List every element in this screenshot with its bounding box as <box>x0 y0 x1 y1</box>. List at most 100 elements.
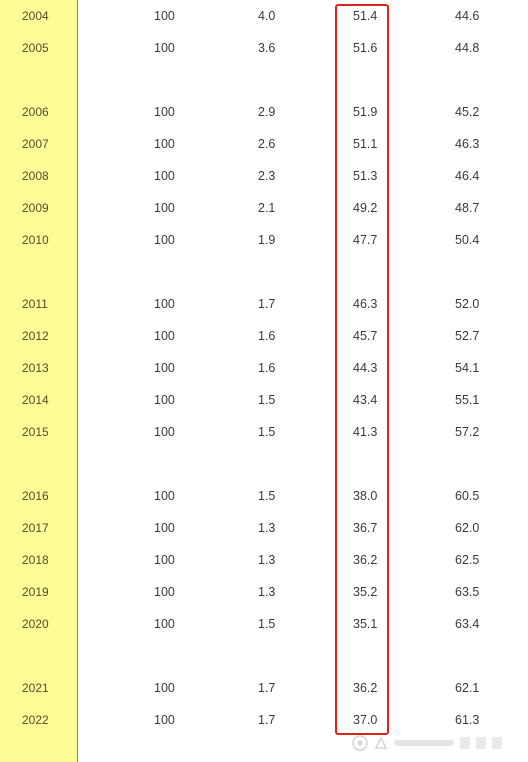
table-row: 2016 100 1.5 38.0 60.5 <box>0 482 528 514</box>
year-cell: 2015 <box>22 425 49 439</box>
table-row: 2006 100 2.9 51.9 45.2 <box>0 98 528 130</box>
value-cell-b: 4.0 <box>258 9 276 23</box>
value-cell-b: 2.1 <box>258 201 276 215</box>
value-cell-c: 43.4 <box>353 393 378 407</box>
value-cell-c: 41.3 <box>353 425 378 439</box>
value-cell-c: 51.4 <box>353 9 378 23</box>
year-cell: 2013 <box>22 361 49 375</box>
value-cell-d: 46.3 <box>455 137 480 151</box>
table-row: 2015 100 1.5 41.3 57.2 <box>0 418 528 450</box>
table-row: 2022 100 1.7 37.0 61.3 <box>0 706 528 738</box>
year-cell: 2018 <box>22 553 49 567</box>
value-cell-c: 51.6 <box>353 41 378 55</box>
value-cell-a: 100 <box>154 425 175 439</box>
value-cell-a: 100 <box>154 329 175 343</box>
table-row: 2009 100 2.1 49.2 48.7 <box>0 194 528 226</box>
value-cell-d: 52.0 <box>455 297 480 311</box>
value-cell-c: 47.7 <box>353 233 378 247</box>
table-row: 2021 100 1.7 36.2 62.1 <box>0 674 528 706</box>
table-row: 2017 100 1.3 36.7 62.0 <box>0 514 528 546</box>
watermark-icon <box>352 735 502 751</box>
value-cell-a: 100 <box>154 105 175 119</box>
value-cell-a: 100 <box>154 361 175 375</box>
value-cell-b: 1.7 <box>258 297 276 311</box>
table-row: 2013 100 1.6 44.3 54.1 <box>0 354 528 386</box>
table-row: 2018 100 1.3 36.2 62.5 <box>0 546 528 578</box>
table-row: 2012 100 1.6 45.7 52.7 <box>0 322 528 354</box>
value-cell-a: 100 <box>154 9 175 23</box>
value-cell-b: 2.3 <box>258 169 276 183</box>
value-cell-b: 2.9 <box>258 105 276 119</box>
year-cell: 2005 <box>22 41 49 55</box>
value-cell-d: 48.7 <box>455 201 480 215</box>
value-cell-b: 1.3 <box>258 585 276 599</box>
value-cell-d: 61.3 <box>455 713 480 727</box>
table-row: 2004 100 4.0 51.4 44.6 <box>0 2 528 34</box>
value-cell-d: 57.2 <box>455 425 480 439</box>
value-cell-d: 46.4 <box>455 169 480 183</box>
year-cell: 2019 <box>22 585 49 599</box>
value-cell-a: 100 <box>154 713 175 727</box>
value-cell-c: 38.0 <box>353 489 378 503</box>
value-cell-b: 1.3 <box>258 521 276 535</box>
value-cell-b: 1.5 <box>258 393 276 407</box>
value-cell-d: 62.0 <box>455 521 480 535</box>
value-cell-d: 63.4 <box>455 617 480 631</box>
value-cell-c: 45.7 <box>353 329 378 343</box>
value-cell-b: 1.7 <box>258 681 276 695</box>
value-cell-d: 50.4 <box>455 233 480 247</box>
year-cell: 2012 <box>22 329 49 343</box>
value-cell-d: 45.2 <box>455 105 480 119</box>
value-cell-a: 100 <box>154 521 175 535</box>
value-cell-c: 51.1 <box>353 137 378 151</box>
value-cell-a: 100 <box>154 681 175 695</box>
value-cell-d: 62.5 <box>455 553 480 567</box>
year-cell: 2008 <box>22 169 49 183</box>
value-cell-c: 35.1 <box>353 617 378 631</box>
year-cell: 2017 <box>22 521 49 535</box>
value-cell-c: 37.0 <box>353 713 378 727</box>
value-cell-d: 52.7 <box>455 329 480 343</box>
year-cell: 2010 <box>22 233 49 247</box>
value-cell-c: 36.7 <box>353 521 378 535</box>
table-row: 2008 100 2.3 51.3 46.4 <box>0 162 528 194</box>
value-cell-a: 100 <box>154 617 175 631</box>
value-cell-c: 51.9 <box>353 105 378 119</box>
year-column-background <box>0 0 78 762</box>
year-cell: 2006 <box>22 105 49 119</box>
value-cell-a: 100 <box>154 393 175 407</box>
value-cell-d: 54.1 <box>455 361 480 375</box>
year-cell: 2014 <box>22 393 49 407</box>
table-row: 2019 100 1.3 35.2 63.5 <box>0 578 528 610</box>
table-row: 2010 100 1.9 47.7 50.4 <box>0 226 528 258</box>
value-cell-c: 49.2 <box>353 201 378 215</box>
value-cell-a: 100 <box>154 585 175 599</box>
year-cell: 2011 <box>22 297 48 311</box>
year-cell: 2020 <box>22 617 49 631</box>
year-cell: 2007 <box>22 137 49 151</box>
table-row: 2011 100 1.7 46.3 52.0 <box>0 290 528 322</box>
value-cell-c: 35.2 <box>353 585 378 599</box>
value-cell-d: 44.6 <box>455 9 480 23</box>
value-cell-a: 100 <box>154 233 175 247</box>
value-cell-d: 62.1 <box>455 681 480 695</box>
year-cell: 2022 <box>22 713 49 727</box>
value-cell-d: 60.5 <box>455 489 480 503</box>
value-cell-a: 100 <box>154 489 175 503</box>
value-cell-a: 100 <box>154 169 175 183</box>
value-cell-b: 1.6 <box>258 329 276 343</box>
year-cell: 2004 <box>22 9 49 23</box>
value-cell-a: 100 <box>154 41 175 55</box>
value-cell-b: 1.5 <box>258 617 276 631</box>
table-row: 2007 100 2.6 51.1 46.3 <box>0 130 528 162</box>
value-cell-b: 1.5 <box>258 425 276 439</box>
year-cell: 2021 <box>22 681 49 695</box>
value-cell-c: 51.3 <box>353 169 378 183</box>
value-cell-b: 1.3 <box>258 553 276 567</box>
value-cell-c: 36.2 <box>353 681 378 695</box>
value-cell-d: 63.5 <box>455 585 480 599</box>
year-cell: 2009 <box>22 201 49 215</box>
value-cell-a: 100 <box>154 137 175 151</box>
table-row: 2014 100 1.5 43.4 55.1 <box>0 386 528 418</box>
